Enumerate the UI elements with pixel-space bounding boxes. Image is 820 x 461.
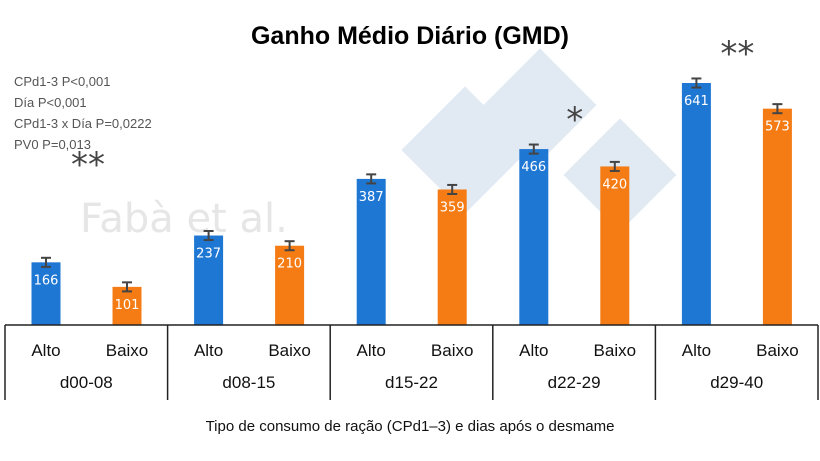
tick-label-subcategory: Alto [194, 341, 223, 360]
bar-baixo [437, 189, 467, 325]
bar-baixo [275, 245, 305, 325]
significance-marker: * [566, 100, 583, 140]
tick-label-subcategory: Alto [357, 341, 386, 360]
data-label: 387 [359, 190, 384, 205]
stat-line: Día P<0,001 [14, 95, 87, 110]
tick-label-subcategory: Baixo [106, 341, 149, 360]
tick-label-group: d08-15 [222, 373, 275, 392]
tick-label-subcategory: Alto [31, 341, 60, 360]
bar-alto [31, 262, 61, 325]
bar-baixo [112, 286, 142, 325]
tick-label-subcategory: Alto [519, 341, 548, 360]
bar-alto [519, 149, 549, 325]
data-label: 237 [196, 247, 221, 262]
tick-label-subcategory: Baixo [268, 341, 311, 360]
data-label: 101 [115, 298, 140, 313]
stat-line: CPd1-3 P<0,001 [14, 74, 110, 89]
significance-marker: ** [71, 145, 105, 185]
data-label: 641 [684, 94, 709, 109]
stat-line: PV0 P=0,013 [14, 137, 91, 152]
data-label: 359 [440, 200, 465, 215]
data-label: 210 [277, 257, 302, 272]
tick-label-group: d29-40 [710, 373, 763, 392]
data-label: 573 [765, 120, 790, 135]
tick-label-group: d22-29 [548, 373, 601, 392]
bar-alto [356, 178, 386, 325]
bar-baixo [762, 108, 792, 325]
data-label: 166 [34, 273, 59, 288]
tick-label-subcategory: Baixo [594, 341, 637, 360]
tick-label-subcategory: Baixo [431, 341, 474, 360]
stat-line: CPd1-3 x Día P=0,0222 [14, 116, 152, 131]
bar-alto [194, 235, 224, 325]
tick-label-subcategory: Alto [682, 341, 711, 360]
chart-title: Ganho Médio Diário (GMD) [251, 22, 569, 50]
tick-label-subcategory: Baixo [756, 341, 799, 360]
x-axis-label: Tipo de consumo de ração (CPd1–3) e dias… [206, 418, 615, 435]
watermark: Fabà et al. [80, 196, 288, 242]
tick-label-group: d00-08 [60, 373, 113, 392]
bar-baixo [600, 166, 630, 325]
tick-label-group: d15-22 [385, 373, 438, 392]
data-label: 466 [521, 160, 546, 175]
data-label: 420 [602, 177, 627, 192]
bar-alto [681, 83, 711, 325]
significance-marker: ** [720, 34, 754, 74]
